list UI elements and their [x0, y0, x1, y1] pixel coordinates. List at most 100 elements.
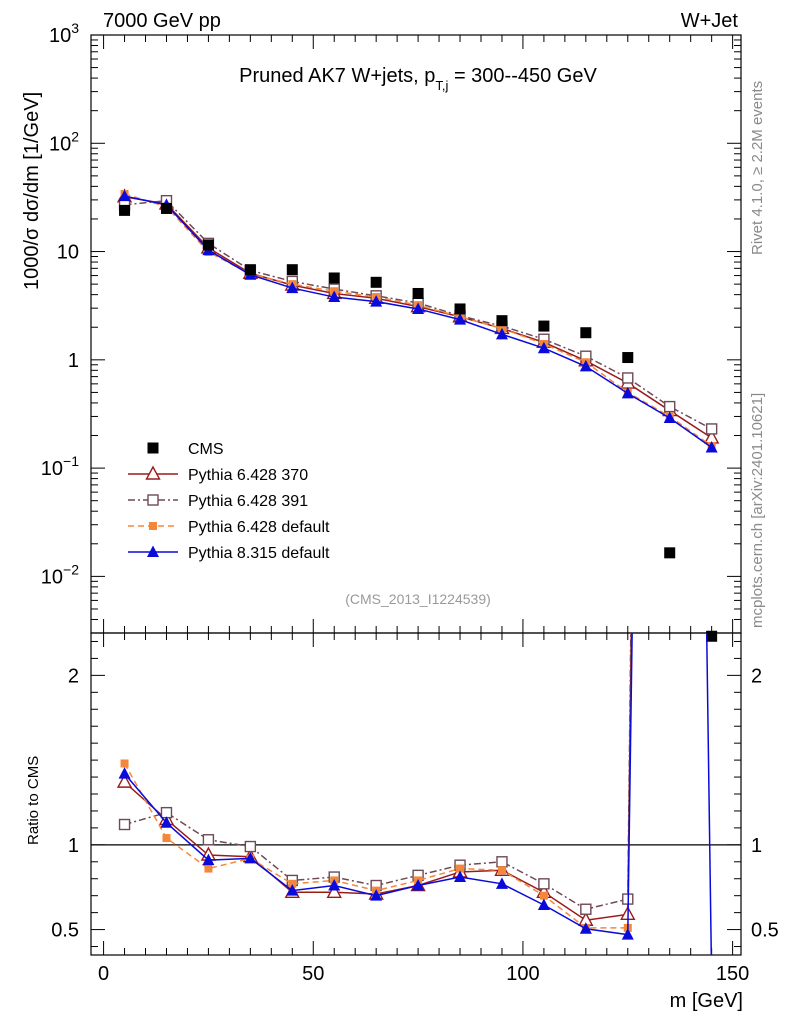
- data-point: [145, 465, 161, 480]
- data-point: [664, 400, 676, 413]
- data-point: [326, 883, 342, 898]
- title-rest: = 300--450 GeV: [448, 65, 597, 87]
- data-point: [286, 884, 299, 896]
- ratio-panel: 0.5 0.5 1 1 2 2 0 50 100 150 Ratio to CMS m [GeV]: [25, 632, 779, 1012]
- title-main: Pruned AK7 W+jets, p: [239, 65, 435, 87]
- data-point: [160, 806, 173, 819]
- data-point: [160, 816, 173, 828]
- series-line: [124, 196, 713, 439]
- x-axis-label: m [GeV]: [670, 990, 743, 1012]
- legend-entry-p8def: Pythia 8.315 default: [128, 545, 330, 562]
- data-point: [244, 264, 256, 276]
- data-point: [580, 903, 592, 915]
- data-point: [495, 327, 508, 340]
- data-point: [537, 341, 550, 354]
- data-point: [538, 320, 550, 332]
- header-energy: 7000 GeV pp: [103, 10, 221, 32]
- main-frame: [90, 34, 742, 634]
- data-point: [579, 359, 592, 372]
- x-tick-label: 100: [506, 963, 539, 985]
- y-tick-label: 10−1: [41, 453, 79, 480]
- data-point: [286, 264, 298, 276]
- ratio-series-p8def: [118, 633, 713, 955]
- data-point: [118, 767, 131, 779]
- legend-label: Pythia 6.428 370: [188, 467, 308, 484]
- data-point: [328, 290, 341, 303]
- data-point: [288, 879, 297, 888]
- data-point: [497, 866, 506, 875]
- main-y-tick-labels: 10−2 10−1 1 10 102 103: [41, 20, 79, 588]
- y-tick-label: 1: [68, 350, 79, 372]
- ratio-line: [123, 763, 628, 929]
- header-process: W+Jet: [681, 10, 739, 32]
- ratio-y-tick-label: 2: [68, 665, 79, 687]
- main-y-axis-label: 1000/σ dσ/dm [1/GeV]: [21, 92, 43, 290]
- data-point: [495, 877, 508, 889]
- data-point: [149, 522, 157, 530]
- data-point: [496, 856, 508, 868]
- data-point: [412, 302, 425, 314]
- data-point: [370, 295, 383, 307]
- ratio-y-tick-label: 1: [68, 835, 79, 857]
- data-point: [705, 440, 718, 453]
- data-point: [116, 773, 133, 788]
- data-point: [120, 759, 129, 768]
- rivet-label: Rivet 4.1.0, ≥ 2.2M events: [749, 81, 766, 255]
- ratio-frame: [90, 632, 742, 956]
- data-point: [412, 287, 424, 299]
- ratio-y-tick-label: 0.5: [51, 920, 79, 942]
- main-title: Pruned AK7 W+jets, pT,j = 300--450 GeV: [239, 65, 597, 93]
- legend-entry-p391: Pythia 6.428 391: [128, 493, 308, 510]
- mcplots-label: mcplots.cern.ch [arXiv:2401.10621]: [749, 393, 766, 628]
- data-point: [118, 189, 131, 202]
- ratio-y-tick-label-right: 1: [751, 835, 762, 857]
- data-point: [664, 547, 676, 559]
- data-point: [621, 928, 634, 940]
- series-p370: [116, 188, 720, 444]
- data-point: [160, 202, 172, 214]
- ratio-line: [123, 633, 713, 955]
- x-tick-label: 0: [98, 963, 109, 985]
- data-point: [118, 818, 131, 831]
- data-point: [328, 879, 341, 891]
- data-point: [244, 840, 257, 853]
- legend-label: Pythia 6.428 default: [188, 519, 330, 536]
- data-point: [162, 834, 171, 843]
- series-cms: [119, 202, 718, 642]
- watermark: (CMS_2013_I1224539): [345, 591, 491, 607]
- data-point: [147, 442, 159, 454]
- legend: CMS Pythia 6.428 370 Pythia 6.428 391 Pythi…: [128, 441, 330, 562]
- data-point: [147, 494, 159, 506]
- data-point: [456, 864, 465, 873]
- legend-label: CMS: [188, 441, 224, 458]
- ratio-tick-labels: 0.5 0.5 1 1 2 2 0 50 100 150: [51, 665, 779, 985]
- data-point: [286, 281, 299, 294]
- data-point: [621, 386, 634, 399]
- data-point: [147, 545, 159, 557]
- legend-label: Pythia 6.428 391: [188, 493, 308, 510]
- x-tick-label: 50: [302, 963, 324, 985]
- main-series-group: [116, 188, 720, 642]
- legend-entry-p6def: Pythia 6.428 default: [128, 519, 330, 536]
- series-p6def: [120, 190, 716, 451]
- data-point: [454, 303, 466, 315]
- data-point: [705, 423, 718, 435]
- data-point: [454, 313, 467, 325]
- ratio-line: [124, 633, 633, 922]
- legend-entry-cms: CMS: [147, 441, 224, 458]
- ratio-series-p370: [116, 633, 636, 926]
- data-point: [202, 834, 215, 846]
- y-tick-label: 10: [57, 242, 79, 264]
- data-point: [537, 898, 550, 911]
- data-point: [204, 864, 213, 873]
- data-point: [328, 272, 340, 284]
- data-point: [538, 878, 550, 890]
- data-point: [622, 352, 634, 364]
- data-point: [580, 327, 592, 339]
- data-point: [244, 851, 257, 864]
- data-point: [454, 870, 467, 883]
- series-line: [124, 193, 713, 447]
- main-panel: 10−2 10−1 1 10 102 103 Pruned AK7 W+jets, pT,…: [21, 20, 742, 642]
- y-tick-label: 103: [49, 20, 79, 47]
- legend-label: Pythia 8.315 default: [188, 545, 330, 562]
